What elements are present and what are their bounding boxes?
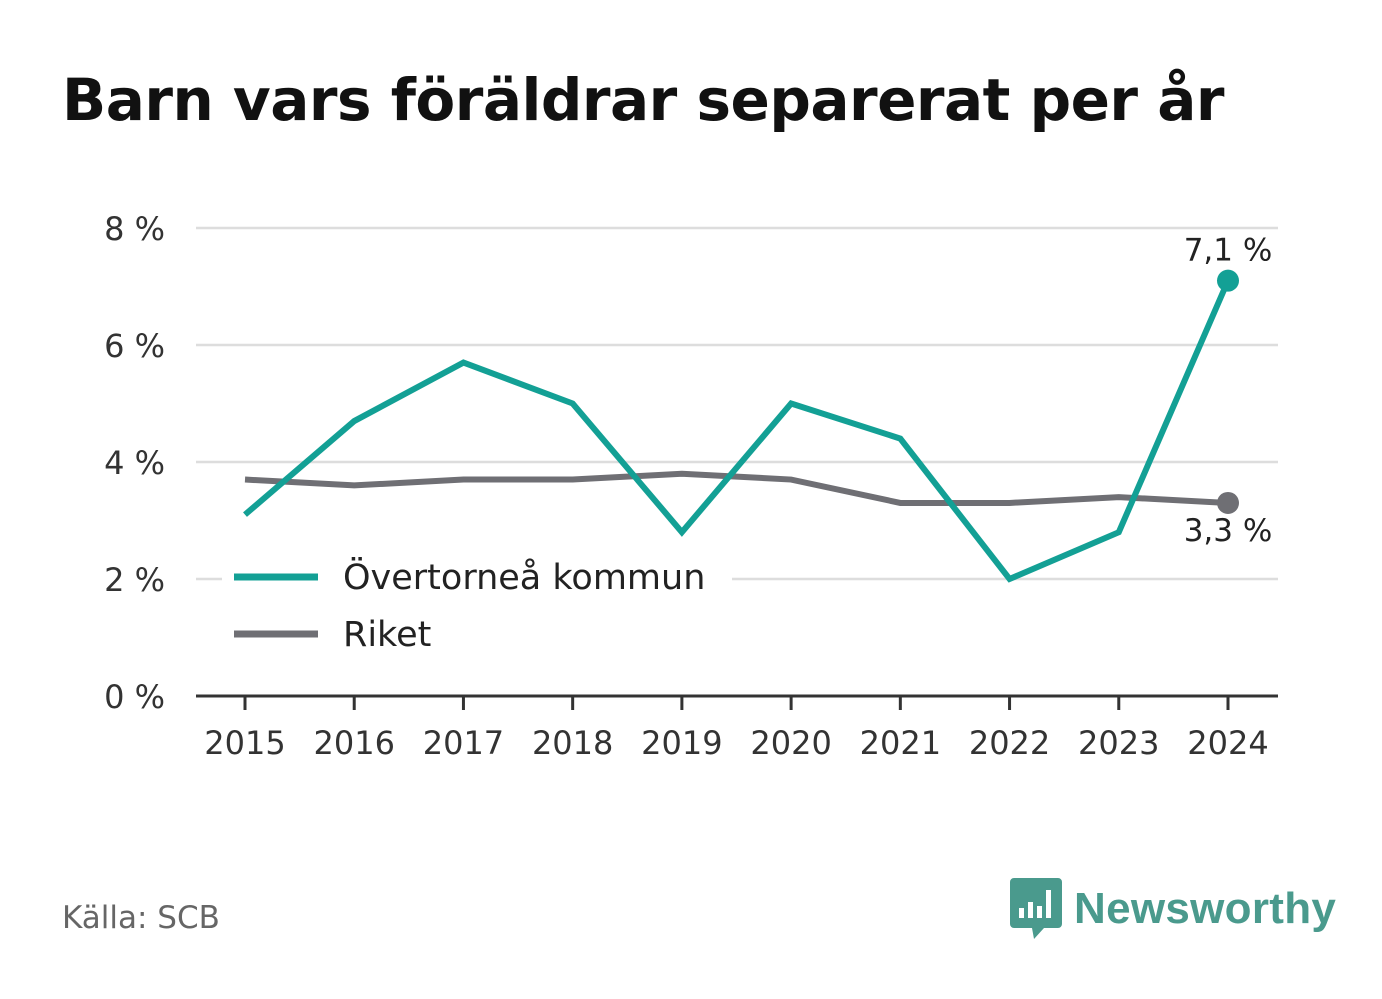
- x-tick-label: 2019: [641, 724, 722, 762]
- series-line: [244, 470, 1229, 506]
- series-end-point: [1217, 491, 1239, 514]
- source-note: Källa: SCB: [62, 900, 220, 936]
- x-tick-label: 2024: [1187, 724, 1268, 762]
- x-axis-ticks: 2015 2016 2017 2018 2019 2020 2021 2022 2023 2024: [204, 696, 1269, 762]
- legend-background: [222, 600, 732, 650]
- bar-chart-speech-bubble-icon: [1010, 878, 1062, 939]
- gridlines: [196, 226, 1278, 581]
- series-end-point: [1217, 269, 1239, 292]
- end-value-label: 7,1 %: [1184, 233, 1273, 269]
- x-tick-label: 2020: [750, 724, 831, 762]
- legend-background: [222, 543, 732, 593]
- brand-name: Newsworthy: [1074, 884, 1337, 933]
- y-tick-label: 4 %: [104, 444, 165, 482]
- chart-title: Barn vars föräldrar separerat per år: [62, 66, 1224, 134]
- y-tick-label: 6 %: [104, 327, 165, 365]
- legend-label: Övertorneå kommun: [343, 556, 705, 598]
- y-tick-label: 8 %: [104, 210, 165, 248]
- x-tick-label: 2023: [1078, 724, 1159, 762]
- x-tick-label: 2021: [860, 724, 941, 762]
- x-tick-label: 2016: [314, 724, 395, 762]
- x-tick-label: 2015: [204, 724, 285, 762]
- y-axis-tick-labels: 0 % 2 % 4 % 6 % 8 %: [104, 210, 165, 716]
- x-tick-label: 2017: [423, 724, 504, 762]
- x-tick-label: 2018: [532, 724, 613, 762]
- y-tick-label: 2 %: [104, 561, 165, 599]
- end-value-label: 3,3 %: [1184, 513, 1273, 549]
- y-tick-label: 0 %: [104, 678, 165, 716]
- legend-label: Riket: [343, 615, 431, 655]
- brand-logo: Newsworthy: [1010, 878, 1336, 940]
- legend: Övertorneå kommun Riket: [222, 543, 732, 655]
- end-labels: 7,1 % 3,3 %: [1184, 233, 1273, 549]
- x-tick-label: 2022: [969, 724, 1050, 762]
- series-lines: [243, 269, 1239, 583]
- series-line: [243, 279, 1231, 583]
